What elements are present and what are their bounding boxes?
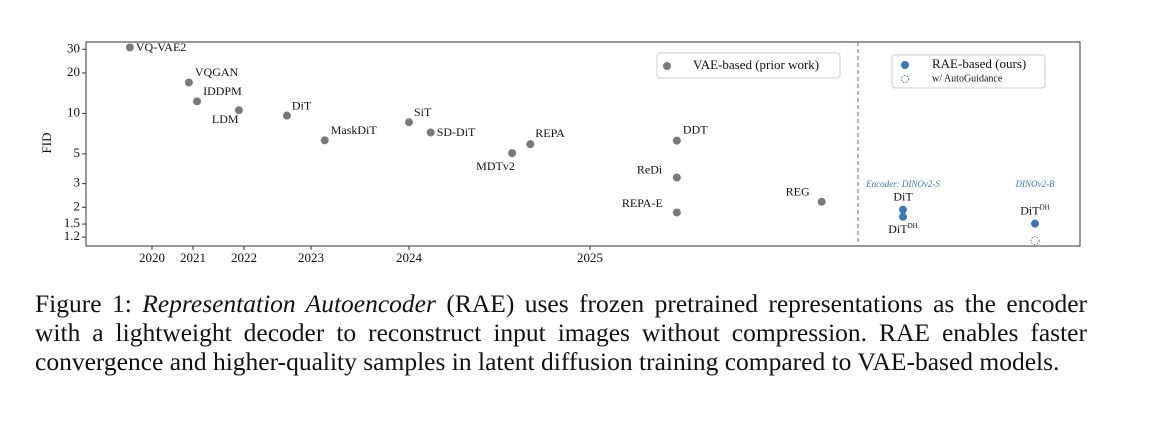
point-label-sup: DH (1040, 203, 1050, 211)
point (320, 136, 329, 145)
legend-box (656, 52, 841, 79)
y-tick-label: 1.2 (64, 228, 80, 243)
y-tick-label: 2 (74, 198, 81, 213)
caption-title: Representation Autoencoder (142, 289, 436, 318)
legend-marker (901, 75, 909, 83)
point (426, 128, 435, 137)
caption: Figure 1: Representation Autoencoder (RA… (35, 289, 1087, 376)
point (899, 212, 907, 221)
plot-frame (85, 41, 1081, 247)
y-tick-label: 10 (67, 104, 80, 119)
point-label-sup: DH (908, 221, 918, 229)
x-tick-label: 2025 (577, 250, 603, 265)
point (899, 205, 907, 214)
chart: FID 30 20 10 5 3 2 1.51.2 2020 2021 2022 2023 2024 2… (39, 40, 1081, 265)
point-label-main: DiT (888, 222, 908, 236)
point-label: LDM (212, 112, 239, 126)
point (193, 97, 202, 106)
point-label: VQ-VAE2 (136, 40, 186, 54)
point-label: DiT (893, 189, 913, 203)
point (526, 140, 535, 149)
point (405, 118, 413, 127)
caption-text: (RAE) uses frozen pretrained representat… (35, 289, 1088, 376)
x-tick-label: 2024 (396, 250, 423, 265)
legend-label: w/ AutoGuidance (932, 73, 1003, 84)
legend-label: RAE-based (ours) (932, 56, 1026, 71)
point-label: DiTDH (888, 221, 917, 235)
point-label: REG (786, 184, 810, 198)
point (1031, 219, 1039, 228)
legend-label: VAE-based (prior work) (693, 57, 819, 72)
point-label: MaskDiT (331, 123, 378, 137)
point (672, 208, 681, 217)
y-axis-label: FID (39, 133, 54, 154)
y-tick-label: 5 (74, 145, 81, 160)
point-hollow (1030, 236, 1040, 246)
point (125, 43, 134, 52)
y-tick-label: 1.5 (64, 215, 80, 230)
point-label: DDT (683, 122, 708, 136)
point (817, 197, 826, 206)
y-tick-label: 3 (74, 175, 81, 190)
point-label-main: DiT (893, 189, 913, 203)
legend-marker (663, 62, 671, 70)
point-label: ReDi (637, 162, 663, 176)
point-label: REPA (535, 126, 565, 140)
point-label: VQGAN (195, 65, 239, 79)
point-label: SD-DiT (437, 125, 476, 139)
group-label: Encoder: DINOv2-S (865, 179, 940, 189)
point (282, 111, 291, 120)
x-tick-label: 2020 (139, 250, 165, 265)
point-label-main: DiT (1020, 203, 1040, 217)
x-tick-label: 2023 (298, 250, 324, 265)
x-tick-label: 2022 (231, 250, 257, 265)
point (508, 149, 517, 158)
x-tick-label: 2021 (180, 250, 206, 265)
y-tick-label: 20 (67, 64, 80, 79)
point (672, 136, 681, 145)
point-label: IDDPM (203, 84, 242, 98)
y-tick-label: 30 (67, 40, 80, 55)
point-label: DiT (292, 98, 312, 112)
caption-label: Figure 1: (35, 289, 132, 318)
point (234, 106, 243, 115)
point (184, 78, 193, 87)
point-label: SiT (414, 105, 432, 119)
legend-box (891, 54, 1046, 89)
point (672, 173, 681, 182)
point-label: DiTDH (1020, 203, 1049, 217)
legend-marker (901, 61, 909, 69)
group-label: DINOv2-B (1015, 179, 1055, 189)
point-label: MDTv2 (476, 159, 515, 173)
point-label: REPA-E (622, 196, 663, 210)
